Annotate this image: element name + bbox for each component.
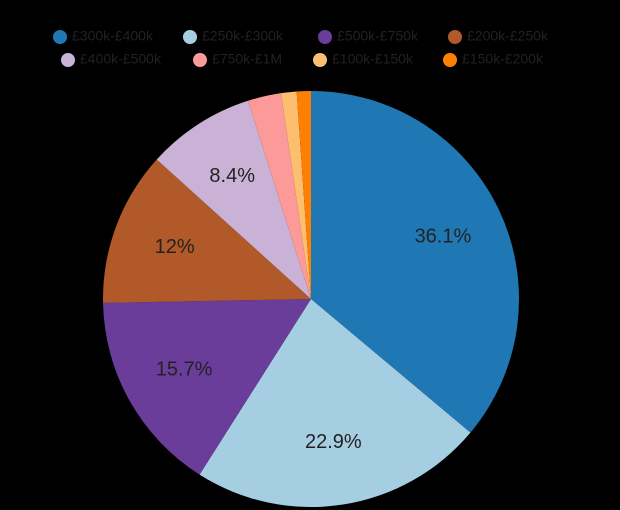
legend-swatch <box>61 53 75 67</box>
value-label: 36.1% <box>415 226 472 248</box>
legend-swatch <box>183 30 197 44</box>
legend-label: £100k-£150k <box>332 51 414 67</box>
pie-slice <box>281 91 311 299</box>
value-label: 8.4% <box>209 165 255 187</box>
pie-slice <box>199 299 471 508</box>
legend-label: £400k-£500k <box>80 51 162 67</box>
legend-swatch <box>448 30 462 44</box>
pie-slice <box>103 159 311 303</box>
legend-label: £250k-£300k <box>202 28 284 44</box>
pie-slice <box>296 91 311 299</box>
pie-slice <box>103 299 311 475</box>
pie-slice <box>247 93 311 299</box>
legend-swatch <box>313 53 327 67</box>
pie-slice <box>311 91 520 433</box>
legend-swatch <box>443 53 457 67</box>
value-label: 22.9% <box>305 431 362 453</box>
value-label: 12% <box>155 236 195 258</box>
legend-label: £750k-£1M <box>212 51 282 67</box>
legend-label: £500k-£750k <box>337 28 419 44</box>
legend-label: £300k-£400k <box>72 28 154 44</box>
legend-swatch <box>318 30 332 44</box>
legend-swatch <box>53 30 67 44</box>
legend-label: £200k-£250k <box>467 28 549 44</box>
legend-label: £150k-£200k <box>462 51 544 67</box>
legend-swatch <box>193 53 207 67</box>
value-label: 15.7% <box>156 359 213 381</box>
pie-slice <box>156 100 311 299</box>
